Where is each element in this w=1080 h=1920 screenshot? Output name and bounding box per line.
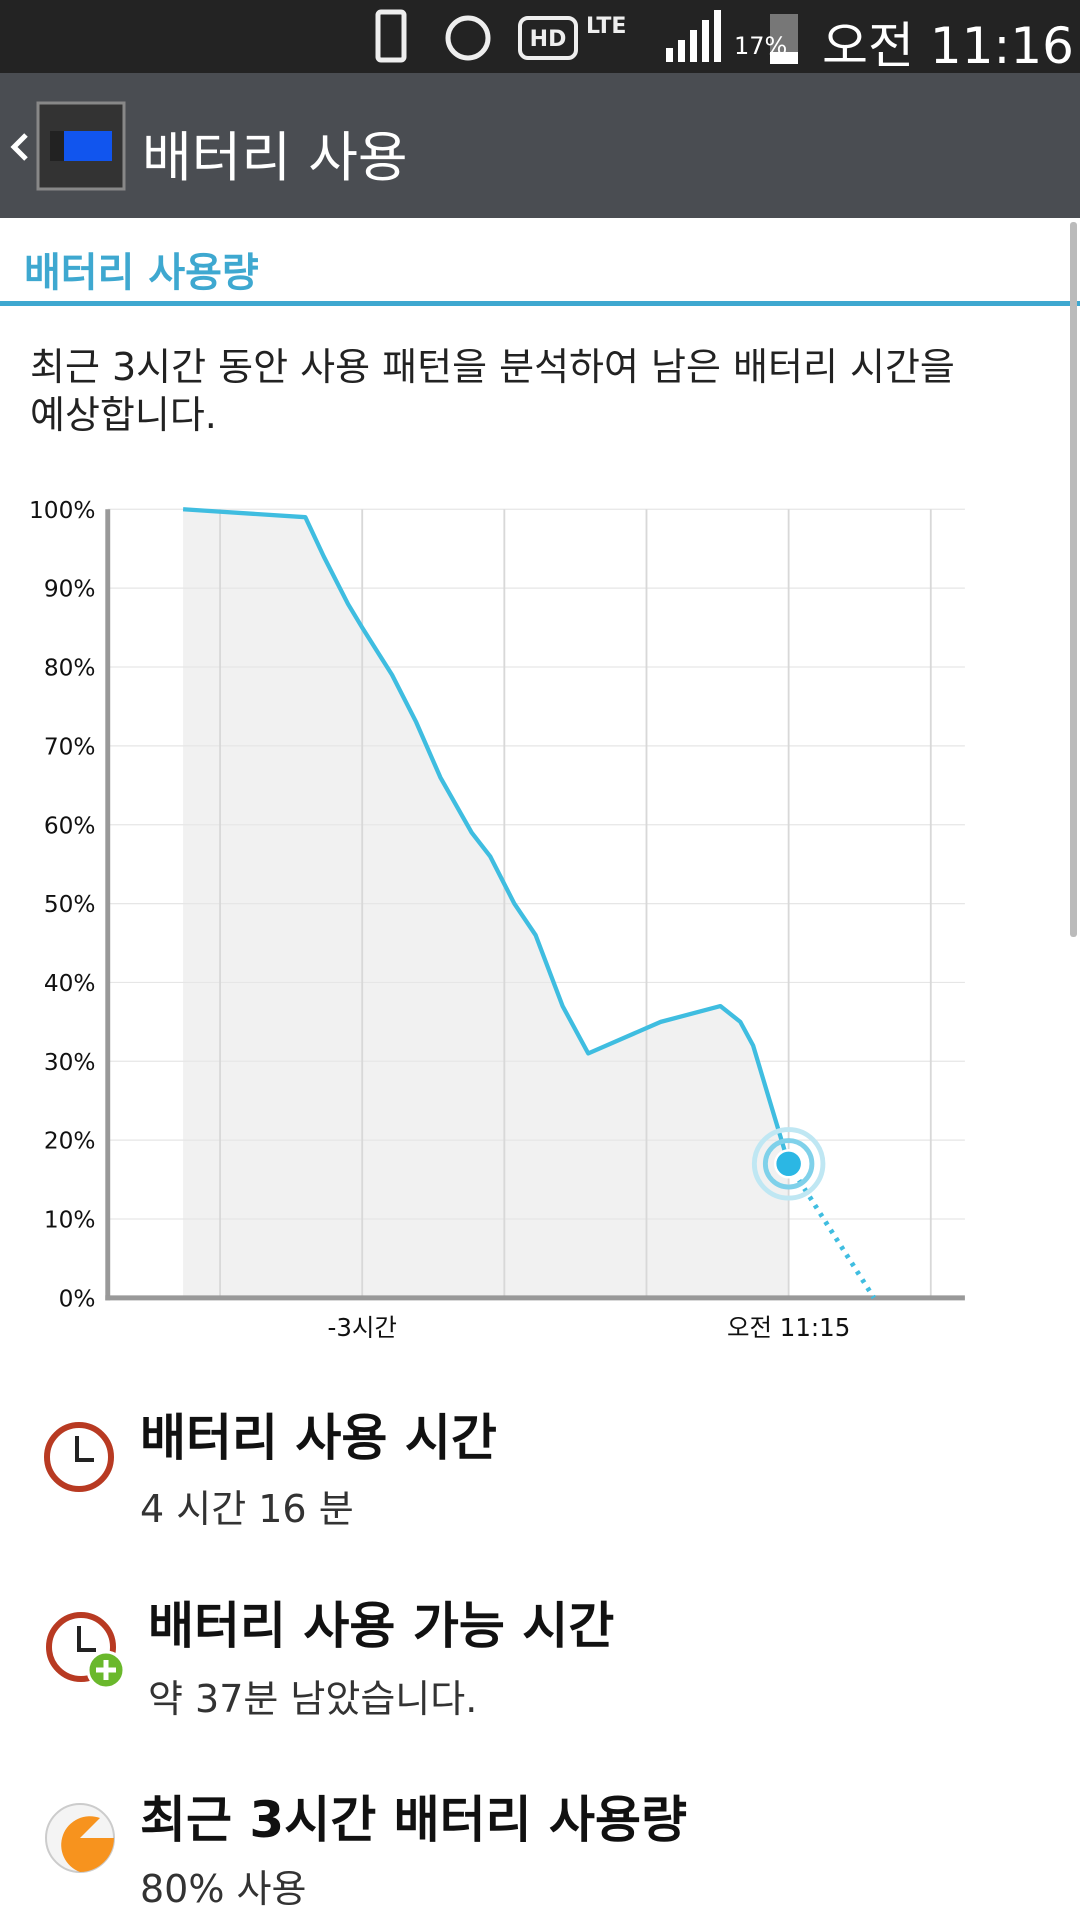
y-tick-label: 100% (29, 497, 95, 524)
y-tick-label: 60% (44, 812, 96, 839)
item-title: 배터리 사용 가능 시간 (148, 1597, 615, 1655)
description: 최근 3시간 동안 사용 패턴을 분석하여 남은 배터리 시간을 (30, 345, 955, 389)
battery-percent: 17% (734, 32, 788, 60)
y-tick-label: 10% (44, 1207, 96, 1234)
y-tick-label: 30% (44, 1049, 96, 1076)
item-subtitle: 4 시간 16 분 (140, 1487, 354, 1531)
screen-title: 배터리 사용 (142, 126, 408, 189)
x-tick-label: 오전 11:15 (727, 1313, 850, 1342)
x-tick-label: -3시간 (327, 1313, 396, 1342)
y-tick-label: 0% (59, 1285, 96, 1312)
svg-text:HD: HD (530, 27, 567, 52)
y-tick-label: 40% (44, 970, 96, 997)
item-subtitle: 약 37분 남았습니다. (148, 1677, 478, 1721)
y-tick-label: 70% (44, 733, 96, 760)
item-subtitle: 80% 사용 (140, 1867, 307, 1911)
battery-line (182, 507, 791, 1165)
projection-line (786, 1162, 876, 1300)
clock-plus-icon (46, 1612, 126, 1690)
description: 예상합니다. (30, 393, 217, 437)
y-tick-label: 90% (44, 576, 96, 603)
pie-icon (45, 1803, 115, 1873)
section-divider (0, 301, 1080, 306)
status-icons: HD (375, 9, 798, 64)
item-title: 최근 3시간 배터리 사용량 (140, 1791, 688, 1849)
section-title: 배터리 사용량 (24, 250, 259, 296)
current-point (773, 1149, 804, 1179)
current-ring (751, 1127, 826, 1201)
scrollbar (1070, 222, 1077, 937)
network: LTE (586, 14, 627, 39)
clock-icon (44, 1422, 114, 1492)
status-bar: HD LTE 17% 오전 11:16 (0, 0, 1080, 75)
back-button[interactable] (4, 99, 130, 195)
current-ring (762, 1138, 815, 1190)
y-tick-label: 20% (44, 1128, 96, 1155)
y-tick-label: 50% (44, 891, 96, 918)
y-tick-label: 80% (44, 655, 96, 682)
action-bar: 배터리 사용 (0, 73, 1080, 218)
item-title: 배터리 사용 시간 (140, 1409, 497, 1467)
clock: 오전 11:16 (822, 17, 1074, 75)
chart: 0% 10% 20% 30% 40% 50% 60% 70% 80% 90% 100% -3시간 오전 … (29, 497, 965, 1342)
